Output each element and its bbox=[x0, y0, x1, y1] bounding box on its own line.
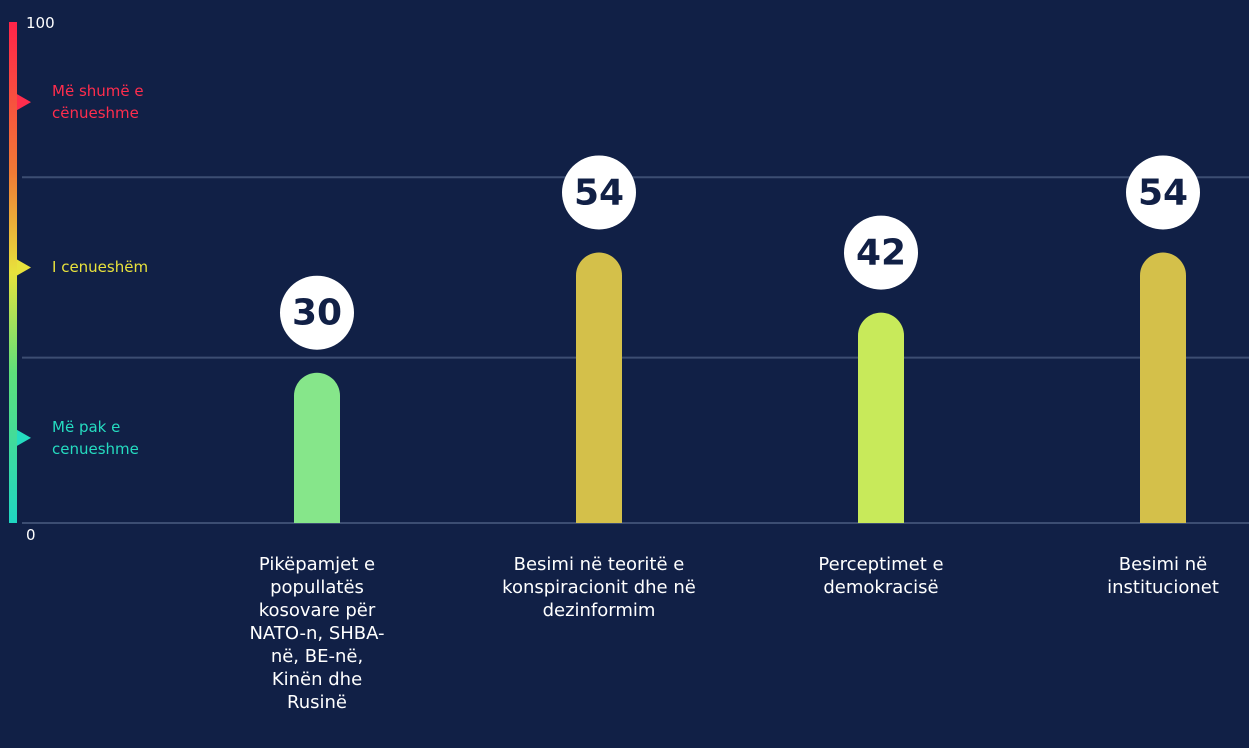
value-label: 42 bbox=[856, 233, 906, 274]
value-label: 30 bbox=[292, 293, 342, 334]
zone-label: I cenueshëm bbox=[52, 258, 148, 276]
value-badge bbox=[1126, 155, 1200, 230]
bar bbox=[294, 372, 340, 523]
value-badge bbox=[280, 275, 354, 350]
scale-bar bbox=[9, 22, 17, 523]
x-tick-label: Pikëpamjet e popullatës kosovare për NAT… bbox=[249, 554, 385, 713]
x-tick-label: Besimi në teoritë e konspiracionit dhe n… bbox=[502, 554, 696, 621]
zone-marker bbox=[17, 429, 31, 446]
x-tick-label: Perceptimet e demokracisë bbox=[818, 554, 944, 598]
bar bbox=[858, 312, 904, 523]
bar bbox=[1140, 252, 1186, 523]
zone-marker bbox=[17, 94, 31, 111]
value-badge bbox=[562, 155, 636, 230]
zone-marker bbox=[17, 259, 31, 276]
bar bbox=[576, 252, 622, 523]
y-tick-label: 100 bbox=[26, 14, 55, 32]
x-tick-label: Besimi në institucionet bbox=[1107, 554, 1219, 598]
y-tick-label: 0 bbox=[26, 526, 36, 544]
zone-label: Më shumë e cënueshme bbox=[52, 82, 144, 122]
value-label: 54 bbox=[1138, 172, 1188, 213]
value-badge bbox=[844, 215, 918, 290]
value-label: 54 bbox=[574, 172, 624, 213]
zone-label: Më pak e cenueshme bbox=[52, 417, 139, 457]
